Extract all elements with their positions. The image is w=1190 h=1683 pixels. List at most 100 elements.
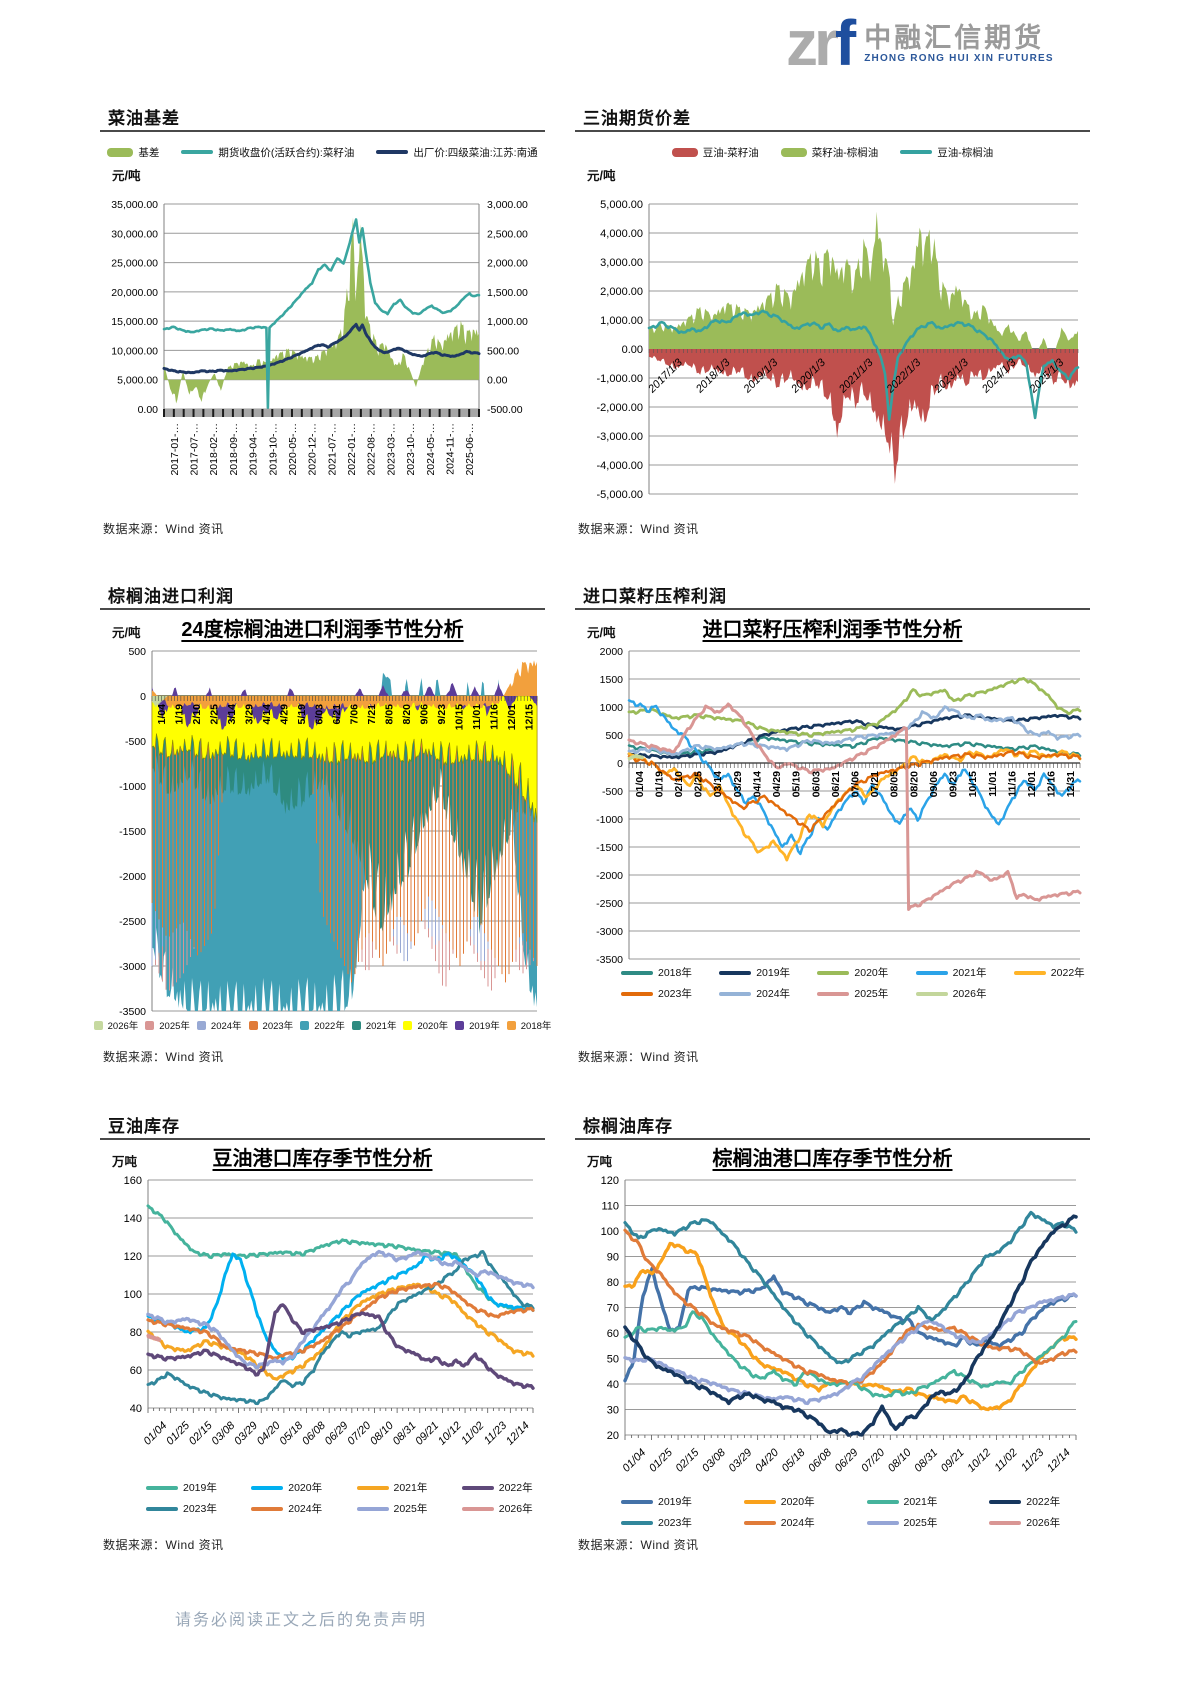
section-title-palm-oil-inventory: 棕榈油库存 [583,1117,673,1136]
legend-swatch-icon [989,1520,1022,1525]
y-axis-label: -1500 [596,842,623,854]
x-axis-label: 12/01 [1026,771,1038,797]
y-axis-label: -2000 [119,871,146,883]
legend-label: 2018年 [520,1021,552,1032]
legend-label: 2019年 [658,1496,692,1508]
legend-item-2019年: 2019年 [455,1018,500,1032]
legend-label: 2026年 [1026,1517,1061,1529]
y-axis-label: 1000 [600,702,624,714]
y-axis-label: -500 [125,736,146,748]
chart-title: 进口菜籽压榨利润季节性分析 [702,619,963,641]
legend-item-菜籽油-棕榈油: 菜籽油-棕榈油 [780,145,878,160]
x-axis-label: 09/06 [928,771,940,797]
x-axis-label: 2025-06-… [464,423,476,476]
y-axis-label: -5,000.00 [597,489,643,501]
x-axis-label: 11/02 [992,1447,1019,1474]
axis-unit-label: 元/吨 [112,626,141,640]
section-rule [575,130,1090,132]
section-title-three-oil-spread: 三油期货价差 [583,109,691,128]
section-title-rapeseed-oil-basis: 菜油基差 [108,109,180,128]
chart-legend: 基差 期货收盘价(活跃合约):菜籽油 出厂价:四级菜油:江苏:南通 [100,140,545,164]
y-axis-label: -3500 [596,954,623,963]
y-axis-label: 80 [607,1277,619,1289]
x-axis-label: 01/04 [634,771,646,797]
legend-swatch-icon [145,1020,155,1030]
y-axis-label: -500 [602,786,623,798]
y-axis-label: 2,000.00 [600,286,643,298]
chart-canvas-imported-rapeseed-crush-profit: 2000 1500 1000 500 0 -500 -1000 -1500 -2000 -2500… [596,646,1082,963]
legend-item-2021年: 2021年 [351,1018,396,1032]
y2-axis-label: 1,000.00 [487,316,528,328]
y-axis-label: 15,000.00 [111,316,158,328]
section-title-rapeseed-crush-profit: 进口菜籽压榨利润 [583,587,727,606]
legend-item-基差: 基差 [107,145,159,160]
legend-item-2020年: 2020年 [817,965,888,980]
series-豆油-菜籽油 [649,349,1078,484]
legend-swatch-icon [196,1020,206,1030]
legend-item-2022年: 2022年 [461,1480,533,1495]
series-2019年 [623,1266,1078,1383]
x-axis-label: 2017-07-… [189,423,201,476]
x-axis-label: 09/21 [413,1420,441,1448]
x-axis-label: 2019-04-… [248,423,260,476]
y-axis-label: -2500 [596,898,623,910]
logo-company-name-cn: 中融汇信期货 [864,22,1045,53]
legend-swatch-icon [356,1485,389,1490]
series-2024年 [627,705,1082,757]
legend-item-2020年: 2020年 [743,1494,815,1509]
y-axis-label: 100 [124,1289,142,1301]
legend-swatch-icon [900,150,933,154]
y-axis-label: 1,000.00 [600,315,643,327]
legend-item-2019年: 2019年 [719,965,790,980]
y-axis-label: 40 [130,1403,142,1415]
x-axis-label: 07/20 [859,1446,888,1475]
section-rule [100,130,545,132]
x-axis-label: 06/21 [830,771,842,797]
y-axis-label: 25,000.00 [111,258,158,270]
data-source-note: 数据来源：Wind 资讯 [103,1538,224,1552]
y-axis-label: 0 [140,691,146,703]
x-axis-label: 12/14 [1045,1447,1073,1475]
x-axis-label: 6/21 [331,704,343,725]
legend-item-2021年: 2021年 [915,965,986,980]
y-axis-label: 20 [607,1430,619,1442]
y-axis-label: 0.00 [138,404,159,416]
data-source-note: 数据来源：Wind 资讯 [103,1050,224,1064]
legend-label: 2025年 [854,988,889,1000]
y-axis-label: 10,000.00 [111,345,158,357]
x-axis-label: 05/18 [780,1446,809,1475]
series-2022年 [146,1303,535,1390]
y2-axis-label: 2,000.00 [487,258,528,270]
y-axis-label: -2,000.00 [597,402,643,414]
x-axis-label: 12/15 [523,704,535,730]
x-axis-label: 02/10 [673,771,685,797]
data-source-note: 数据来源：Wind 资讯 [578,1538,699,1552]
y-axis-label: 20,000.00 [111,287,158,299]
legend-swatch-icon [1013,970,1046,975]
legend-label: 豆油-菜籽油 [702,146,759,159]
chart-legend: 2019年 2020年 2021年 2022年 2023年 2024年 2025年 2026年 [575,1492,1090,1530]
section-title-palm-import-profit: 棕榈油进口利润 [108,587,234,606]
legend-label: 2025年 [393,1503,428,1515]
legend-swatch-icon [621,1499,653,1504]
legend-swatch-icon [915,970,948,975]
legend-swatch-icon [461,1506,494,1511]
x-axis-label: 09/23 [948,771,960,797]
x-axis-label: 10/15 [967,771,979,797]
legend-item-2023年: 2023年 [621,986,692,1001]
y-axis-label: 50 [607,1354,619,1366]
legend-label: 2026年 [952,988,987,1000]
section-rule [100,608,545,610]
legend-label: 2019年 [756,967,791,979]
legend-label: 出厂价:四级菜油:江苏:南通 [413,146,538,159]
legend-label: 2018年 [658,967,692,979]
data-source-note: 数据来源：Wind 资讯 [578,522,699,536]
legend-item-2023年: 2023年 [621,1515,692,1530]
legend-swatch-icon [351,1020,361,1030]
series-2020年 [151,695,538,823]
series-2026年 [627,753,644,761]
legend-swatch-icon [621,991,653,996]
series-2025年 [146,1249,535,1370]
x-axis-label: 07/06 [850,771,862,797]
y-axis-label: 0.00 [622,344,643,356]
